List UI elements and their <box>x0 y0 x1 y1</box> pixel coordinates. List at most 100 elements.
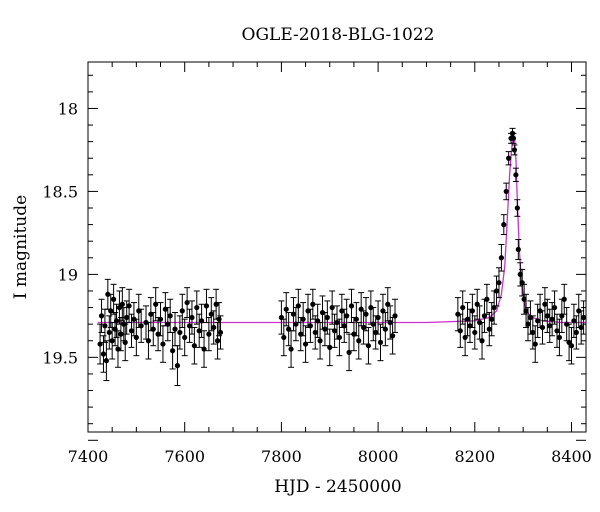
data-point <box>363 297 370 332</box>
data-marker <box>153 301 159 307</box>
data-marker <box>523 308 529 314</box>
data-marker <box>348 303 355 309</box>
data-marker <box>568 343 575 349</box>
data-marker <box>300 316 306 322</box>
data-point <box>214 321 221 360</box>
data-point <box>486 312 493 347</box>
data-marker <box>498 255 504 261</box>
data-marker <box>544 313 550 319</box>
data-point <box>133 318 140 357</box>
data-marker <box>346 349 352 355</box>
data-points-group <box>97 127 587 387</box>
data-marker <box>486 326 492 332</box>
data-marker <box>329 304 335 311</box>
data-marker <box>203 303 210 309</box>
data-marker <box>189 314 195 321</box>
data-marker <box>138 323 144 329</box>
y-axis-label: I magnitude <box>11 195 31 299</box>
data-marker <box>363 311 369 317</box>
data-point <box>534 303 541 338</box>
data-marker <box>506 155 512 161</box>
data-marker <box>206 331 212 337</box>
data-marker <box>295 303 301 309</box>
data-marker <box>283 306 289 312</box>
data-point <box>524 307 531 342</box>
data-marker <box>517 271 523 277</box>
data-marker <box>103 358 109 364</box>
data-marker <box>549 316 555 322</box>
plot-frame <box>87 61 587 433</box>
x-tick-label: 8200 <box>454 447 495 466</box>
data-point <box>515 239 522 260</box>
data-point <box>138 308 145 343</box>
data-marker <box>370 321 376 327</box>
data-marker <box>157 316 164 322</box>
data-point <box>210 310 217 345</box>
data-marker <box>111 296 117 302</box>
data-point <box>471 315 478 350</box>
data-marker <box>496 280 502 286</box>
data-point <box>107 293 114 328</box>
x-tick-label: 8000 <box>358 447 399 466</box>
data-marker <box>196 328 202 334</box>
data-point <box>459 290 466 325</box>
data-marker <box>126 303 132 309</box>
data-point <box>500 214 507 236</box>
data-marker <box>331 328 338 334</box>
data-marker <box>573 329 579 336</box>
data-marker <box>317 338 323 344</box>
data-marker <box>177 329 183 336</box>
data-marker <box>341 323 347 329</box>
data-marker <box>547 323 553 329</box>
data-marker <box>108 308 114 314</box>
data-marker <box>307 323 314 329</box>
x-tick-label: 8400 <box>551 447 592 466</box>
data-point <box>505 151 512 166</box>
data-marker <box>382 326 388 332</box>
data-marker <box>124 314 130 321</box>
data-marker <box>217 329 224 336</box>
data-marker <box>377 339 384 346</box>
data-marker <box>322 326 328 332</box>
data-point <box>336 318 343 357</box>
data-point <box>326 328 333 367</box>
data-marker <box>182 334 188 341</box>
data-marker <box>489 316 495 322</box>
data-marker <box>211 324 217 331</box>
data-marker <box>365 343 372 349</box>
data-marker <box>98 313 105 319</box>
data-marker <box>554 328 560 334</box>
y-tick-label: 19.5 <box>42 348 78 367</box>
data-point <box>98 298 105 333</box>
data-point <box>113 303 120 338</box>
data-point <box>181 318 188 357</box>
data-marker <box>334 319 340 326</box>
data-marker <box>106 329 112 336</box>
data-point <box>117 317 124 352</box>
data-point <box>541 287 548 322</box>
data-point <box>174 345 181 387</box>
data-point <box>483 283 490 315</box>
data-point <box>523 293 530 328</box>
data-marker <box>199 318 205 324</box>
data-point <box>353 302 360 337</box>
data-point <box>532 325 539 363</box>
data-marker <box>472 329 478 336</box>
chart-title: OGLE-2018-BLG-1022 <box>242 25 435 45</box>
data-marker <box>179 308 185 314</box>
data-marker <box>302 341 309 347</box>
data-point <box>191 326 198 365</box>
data-marker <box>186 323 193 329</box>
data-marker <box>521 296 527 302</box>
data-marker <box>390 333 396 339</box>
data-point <box>360 310 367 345</box>
data-point <box>341 308 348 343</box>
data-point <box>152 287 159 322</box>
data-point <box>346 333 353 372</box>
data-point <box>300 302 307 337</box>
data-point <box>302 325 309 363</box>
data-marker <box>469 308 475 314</box>
data-point <box>97 323 104 365</box>
data-marker <box>194 304 200 311</box>
